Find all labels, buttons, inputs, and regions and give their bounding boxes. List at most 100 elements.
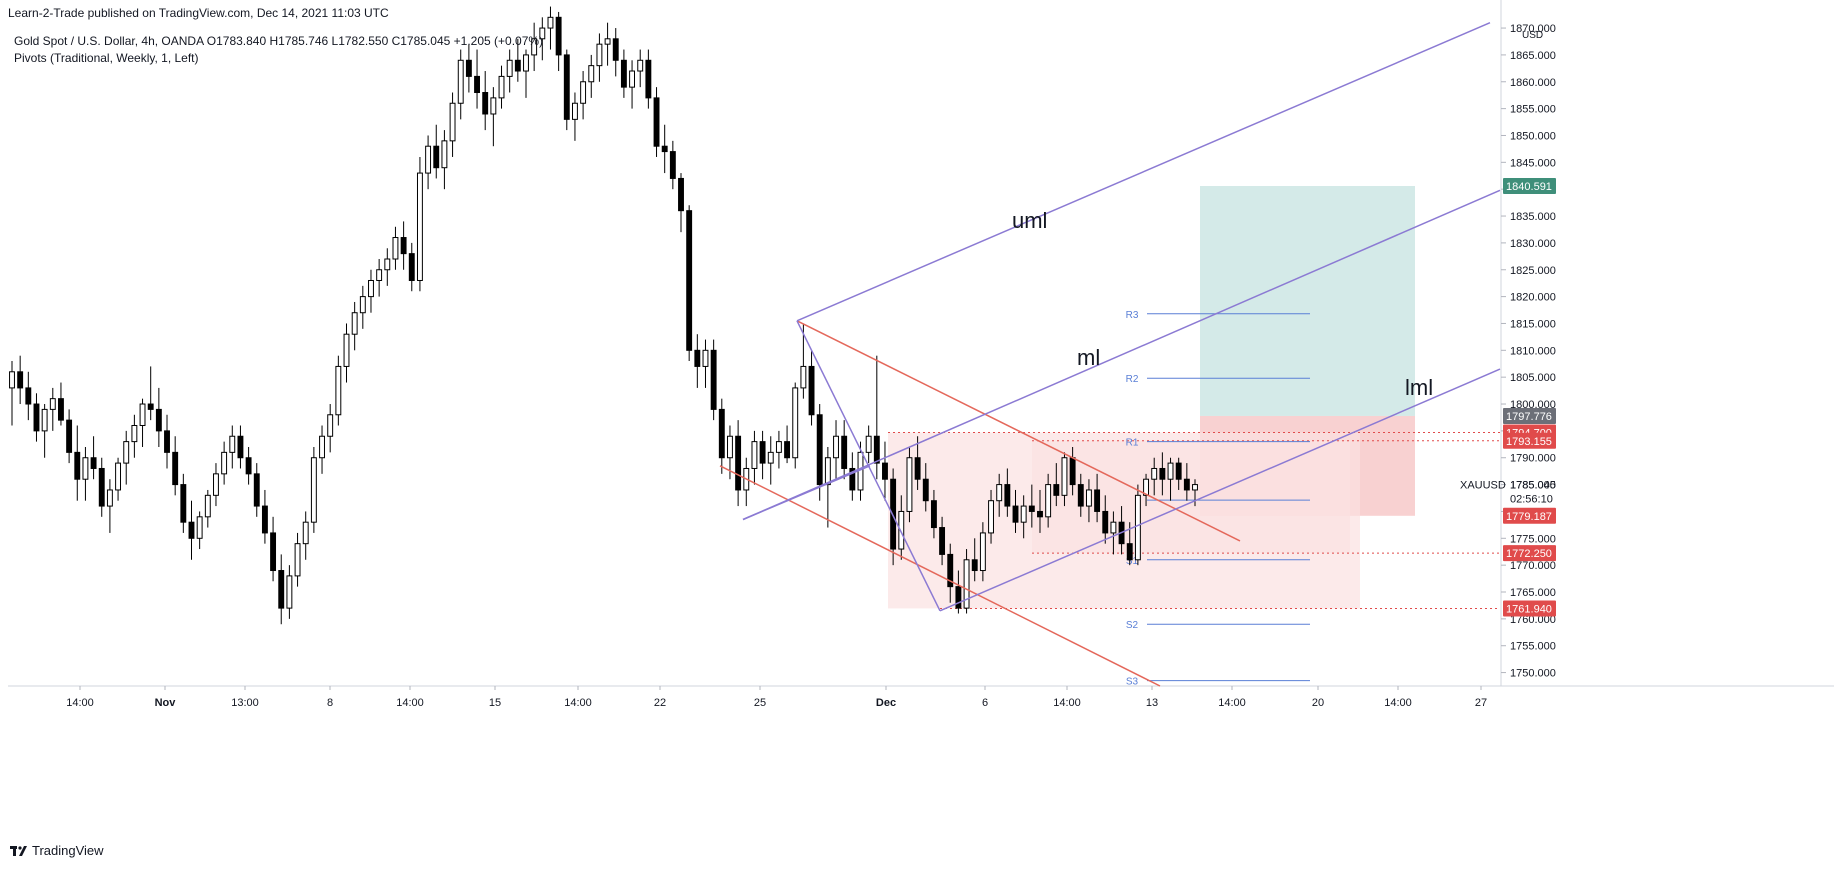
candle	[213, 463, 219, 507]
candle-body	[922, 478, 929, 502]
pivot-label-r1: R1	[1126, 438, 1139, 449]
candle	[523, 49, 529, 98]
candle-body	[180, 484, 187, 523]
candle	[637, 49, 644, 88]
candle	[139, 398, 146, 447]
price-tick-label: 1870.000	[1510, 23, 1556, 35]
tradingview-logo-icon	[10, 845, 27, 856]
candle-body	[237, 435, 244, 459]
candle-body	[82, 457, 89, 480]
candle-body	[727, 435, 733, 459]
annotation-lml: lml	[1405, 375, 1433, 400]
candle	[359, 285, 366, 329]
candle-body	[963, 559, 970, 609]
tradingview-brand: TradingView	[32, 843, 104, 858]
candle	[596, 33, 603, 82]
time-tick-label: 27	[1475, 697, 1487, 709]
candle-body	[1085, 489, 1092, 507]
candle-body	[139, 403, 146, 427]
candle-body	[278, 570, 285, 609]
candle-body	[702, 349, 709, 367]
candle	[898, 495, 905, 560]
time-tick-label: 20	[1312, 697, 1324, 709]
candle	[310, 446, 317, 533]
candle	[588, 54, 595, 98]
price-tick-label: 1860.000	[1510, 77, 1556, 89]
candle-body	[849, 467, 856, 491]
candle	[710, 339, 717, 421]
candle-body	[710, 349, 717, 410]
candle-body	[245, 457, 252, 475]
candle-body	[784, 441, 791, 459]
candle-body	[449, 102, 456, 142]
price-axis-unit: USD	[1522, 30, 1543, 41]
candle-body	[1037, 510, 1043, 518]
candle-body	[653, 97, 660, 147]
price-tick-label: 1825.000	[1510, 265, 1556, 277]
price-tick-label: 1865.000	[1510, 50, 1556, 62]
price-tick-label: 1830.000	[1510, 238, 1556, 250]
candle	[482, 71, 489, 131]
candle-body	[213, 473, 219, 496]
candle-body	[669, 151, 676, 179]
candle-body	[433, 145, 440, 169]
candle	[58, 382, 64, 426]
candle-body	[718, 408, 725, 459]
candle-body	[955, 586, 962, 609]
candle	[457, 49, 464, 120]
candle	[368, 269, 374, 313]
candle	[465, 44, 472, 93]
candle-body	[17, 371, 24, 389]
candle-body	[686, 210, 693, 351]
candle	[1077, 473, 1084, 517]
candle-body	[514, 59, 521, 72]
candle-body	[155, 408, 162, 432]
candle	[971, 538, 978, 582]
candle-body	[310, 457, 317, 523]
candle-body	[465, 59, 472, 77]
candle	[694, 334, 701, 388]
candle	[302, 511, 309, 560]
candle-body	[392, 237, 399, 260]
candle-body	[947, 553, 954, 588]
price-tick-label: 1815.000	[1510, 318, 1556, 330]
candle-body	[930, 500, 937, 529]
candle-body	[939, 527, 946, 555]
price-axis-badge-label: 1761.940	[1506, 603, 1552, 615]
candle-body	[531, 38, 538, 56]
price-axis-badge-label: 1797.776	[1506, 411, 1552, 423]
candle-body	[865, 435, 872, 453]
candle	[1094, 473, 1101, 523]
time-tick-label: 14:00	[1053, 697, 1081, 709]
range-zone-inner	[1032, 440, 1350, 554]
candle	[180, 473, 187, 533]
candle	[824, 446, 831, 528]
candle-body	[33, 403, 40, 432]
candle	[833, 420, 839, 480]
candle-body	[1110, 521, 1117, 534]
tradingview-footer[interactable]: TradingView	[10, 843, 104, 858]
candle-body	[490, 97, 497, 115]
candle-body	[1028, 505, 1035, 512]
candle-body	[335, 365, 342, 416]
candle	[74, 425, 81, 501]
price-tick-label: 1770.000	[1510, 560, 1556, 572]
price-tick-label: 1850.000	[1510, 130, 1556, 142]
candle	[41, 404, 48, 458]
candle	[90, 436, 97, 480]
candle	[930, 489, 937, 539]
time-tick-label: 14:00	[1218, 697, 1246, 709]
candle-body	[302, 521, 309, 545]
candle-body	[319, 435, 325, 459]
candle-body	[1061, 457, 1068, 496]
candle	[873, 355, 880, 480]
price-tick-label: 1855.000	[1510, 104, 1556, 116]
candle-body	[221, 451, 228, 475]
candle	[1159, 452, 1166, 496]
candle	[955, 570, 962, 614]
candle-body	[979, 532, 986, 572]
candle	[408, 242, 415, 292]
candle	[106, 479, 113, 533]
candle	[474, 49, 480, 109]
